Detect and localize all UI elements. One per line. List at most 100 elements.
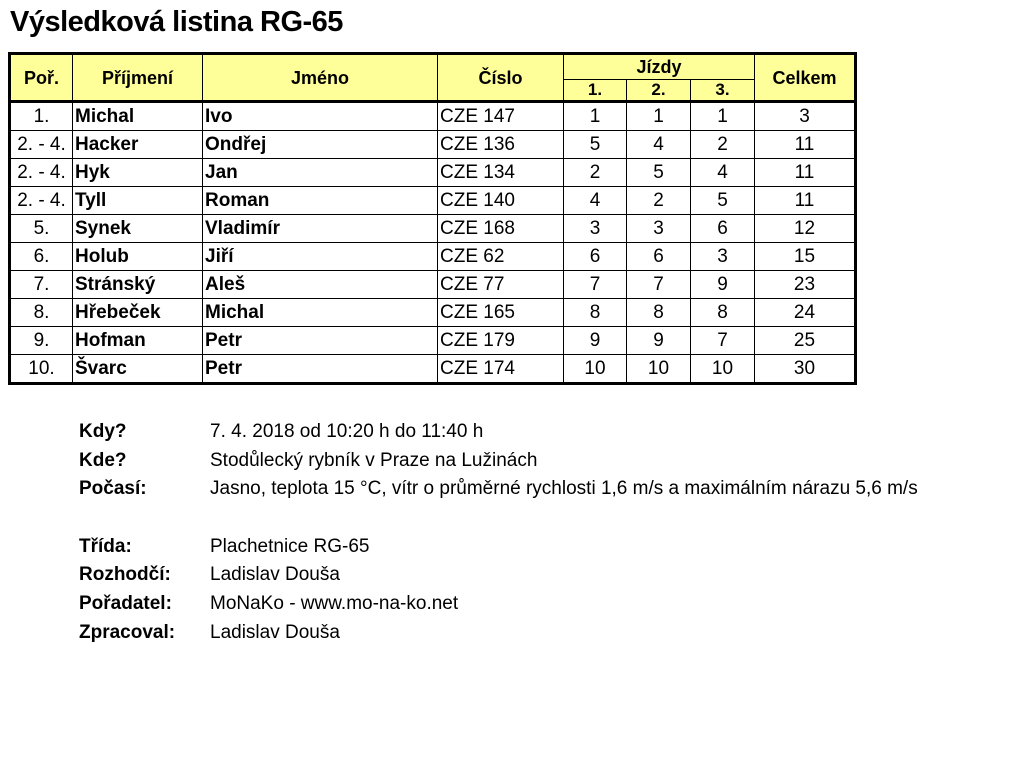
header-race-2: 2. bbox=[626, 79, 691, 102]
cell-name: Petr bbox=[202, 354, 438, 384]
cell-total: 11 bbox=[754, 130, 856, 159]
cell-surname: Švarc bbox=[72, 354, 203, 384]
cell-number: CZE 62 bbox=[437, 242, 564, 271]
cell-name: Petr bbox=[202, 326, 438, 355]
cell-total: 24 bbox=[754, 298, 856, 327]
header-surname: Příjmení bbox=[72, 53, 203, 102]
header-race-3: 3. bbox=[690, 79, 755, 102]
table-row: 9. Hofman Petr CZE 179 9 9 7 25 bbox=[9, 326, 856, 355]
info-row: Počasí: Jasno, teplota 15 °C, vítr o prům… bbox=[79, 475, 918, 504]
info-row: Kde? Stodůlecký rybník v Praze na Lužinác… bbox=[79, 447, 918, 476]
cell-race-2: 3 bbox=[626, 214, 691, 243]
info-row: Zpracoval: Ladislav Douša bbox=[79, 619, 918, 648]
cell-surname: Michal bbox=[72, 100, 203, 131]
cell-race-1: 10 bbox=[563, 354, 627, 384]
info-value: Stodůlecký rybník v Praze na Lužinách bbox=[210, 449, 538, 471]
cell-race-1: 2 bbox=[563, 158, 627, 187]
cell-rank: 8. bbox=[9, 298, 73, 327]
cell-race-2: 7 bbox=[626, 270, 691, 299]
info-label: Třída: bbox=[79, 535, 132, 557]
table-row: 1. Michal Ivo CZE 147 1 1 1 3 bbox=[9, 100, 856, 131]
cell-rank: 1. bbox=[9, 100, 73, 131]
event-info: Kdy? 7. 4. 2018 od 10:20 h do 11:40 h Kde?… bbox=[79, 418, 918, 648]
cell-race-3: 7 bbox=[690, 326, 755, 355]
cell-number: CZE 179 bbox=[437, 326, 564, 355]
cell-name: Roman bbox=[202, 186, 438, 215]
header-race-1: 1. bbox=[563, 79, 627, 102]
cell-name: Michal bbox=[202, 298, 438, 327]
info-label: Zpracoval: bbox=[79, 621, 176, 643]
info-label: Kde? bbox=[79, 449, 127, 471]
cell-number: CZE 168 bbox=[437, 214, 564, 243]
cell-race-1: 4 bbox=[563, 186, 627, 215]
cell-name: Ondřej bbox=[202, 130, 438, 159]
cell-race-1: 8 bbox=[563, 298, 627, 327]
cell-total: 3 bbox=[754, 100, 856, 131]
cell-race-1: 7 bbox=[563, 270, 627, 299]
cell-race-2: 8 bbox=[626, 298, 691, 327]
info-row: Rozhodčí: Ladislav Douša bbox=[79, 561, 918, 590]
table-row: 10. Švarc Petr CZE 174 10 10 10 30 bbox=[9, 354, 856, 384]
info-row: Pořadatel: MoNaKo - www.mo-na-ko.net bbox=[79, 590, 918, 619]
header-name: Jméno bbox=[202, 53, 438, 102]
cell-surname: Hacker bbox=[72, 130, 203, 159]
cell-race-1: 3 bbox=[563, 214, 627, 243]
cell-name: Vladimír bbox=[202, 214, 438, 243]
cell-race-2: 9 bbox=[626, 326, 691, 355]
cell-number: CZE 147 bbox=[437, 100, 564, 131]
cell-race-3: 10 bbox=[690, 354, 755, 384]
info-value: 7. 4. 2018 od 10:20 h do 11:40 h bbox=[210, 421, 484, 442]
cell-surname: Synek bbox=[72, 214, 203, 243]
cell-total: 11 bbox=[754, 186, 856, 215]
info-value: MoNaKo - www.mo-na-ko.net bbox=[210, 593, 459, 615]
results-table: Poř. Příjmení Jméno Číslo Jízdy Celkem 1… bbox=[8, 52, 857, 385]
cell-race-1: 9 bbox=[563, 326, 627, 355]
cell-rank: 2. - 4. bbox=[9, 130, 73, 159]
info-label: Pořadatel: bbox=[79, 593, 172, 615]
cell-race-3: 8 bbox=[690, 298, 755, 327]
cell-race-3: 4 bbox=[690, 158, 755, 187]
cell-surname: Stránský bbox=[72, 270, 203, 299]
cell-race-3: 5 bbox=[690, 186, 755, 215]
cell-race-1: 1 bbox=[563, 100, 627, 131]
cell-surname: Hyk bbox=[72, 158, 203, 187]
cell-name: Jiří bbox=[202, 242, 438, 271]
cell-race-3: 9 bbox=[690, 270, 755, 299]
cell-total: 15 bbox=[754, 242, 856, 271]
cell-name: Aleš bbox=[202, 270, 438, 299]
header-races: Jízdy bbox=[563, 53, 755, 80]
cell-rank: 10. bbox=[9, 354, 73, 384]
cell-surname: Holub bbox=[72, 242, 203, 271]
cell-total: 25 bbox=[754, 326, 856, 355]
cell-race-2: 10 bbox=[626, 354, 691, 384]
table-row: 5. Synek Vladimír CZE 168 3 3 6 12 bbox=[9, 214, 856, 243]
cell-total: 30 bbox=[754, 354, 856, 384]
cell-number: CZE 140 bbox=[437, 186, 564, 215]
header-rank: Poř. bbox=[9, 53, 73, 102]
cell-rank: 9. bbox=[9, 326, 73, 355]
cell-race-2: 2 bbox=[626, 186, 691, 215]
cell-rank: 6. bbox=[9, 242, 73, 271]
table-row: 6. Holub Jiří CZE 62 6 6 3 15 bbox=[9, 242, 856, 271]
info-value: Jasno, teplota 15 °C, vítr o průměrné ry… bbox=[210, 478, 918, 500]
info-value: Ladislav Douša bbox=[210, 564, 340, 586]
info-label: Kdy? bbox=[79, 421, 127, 442]
cell-race-1: 5 bbox=[563, 130, 627, 159]
cell-race-2: 5 bbox=[626, 158, 691, 187]
cell-surname: Hřebeček bbox=[72, 298, 203, 327]
cell-race-1: 6 bbox=[563, 242, 627, 271]
cell-race-2: 4 bbox=[626, 130, 691, 159]
cell-number: CZE 165 bbox=[437, 298, 564, 327]
cell-race-3: 2 bbox=[690, 130, 755, 159]
page-title: Výsledková listina RG-65 bbox=[10, 6, 343, 38]
cell-race-3: 1 bbox=[690, 100, 755, 131]
cell-rank: 2. - 4. bbox=[9, 186, 73, 215]
cell-number: CZE 136 bbox=[437, 130, 564, 159]
cell-total: 23 bbox=[754, 270, 856, 299]
cell-rank: 2. - 4. bbox=[9, 158, 73, 187]
cell-surname: Tyll bbox=[72, 186, 203, 215]
cell-race-2: 1 bbox=[626, 100, 691, 131]
cell-number: CZE 134 bbox=[437, 158, 564, 187]
info-value: Ladislav Douša bbox=[210, 621, 340, 643]
cell-total: 11 bbox=[754, 158, 856, 187]
